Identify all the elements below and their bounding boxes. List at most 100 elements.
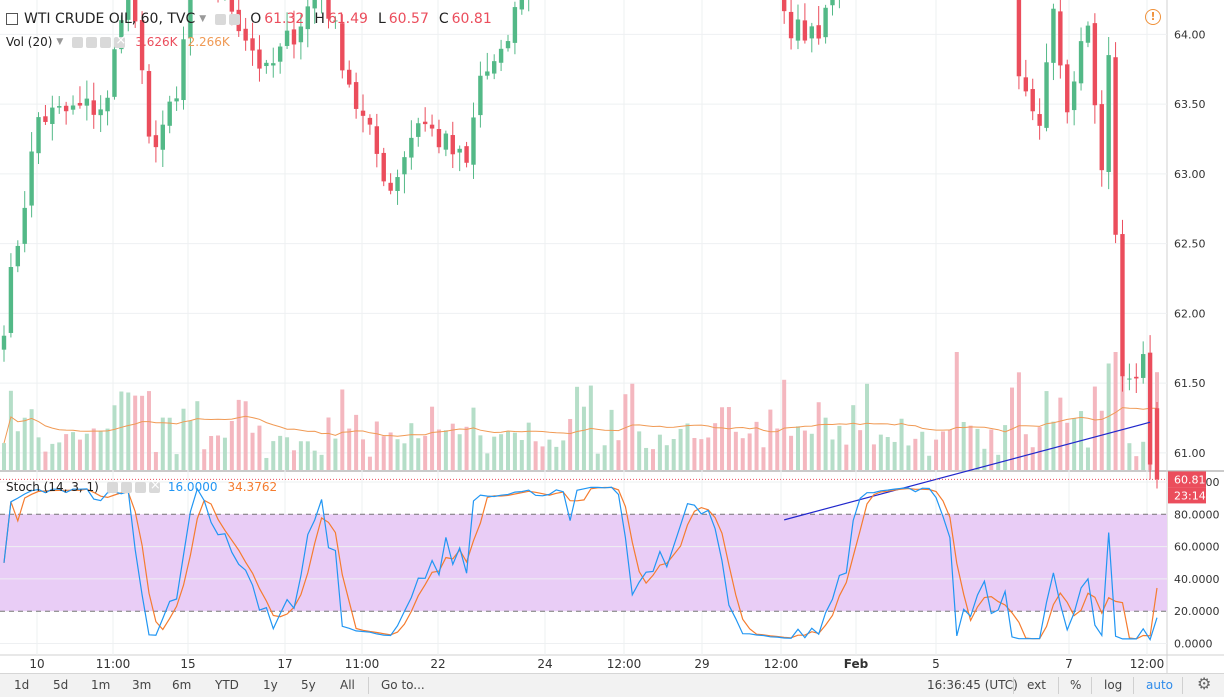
candle-body — [491, 61, 497, 74]
volume-bar — [1044, 391, 1049, 470]
range-1d[interactable]: 1d — [14, 678, 30, 692]
candle-body — [57, 106, 62, 108]
volume-bar — [844, 444, 849, 470]
chevron-down-icon[interactable]: ▼ — [199, 14, 207, 24]
candle-body — [498, 48, 504, 63]
goto-button[interactable]: Go to... — [381, 678, 425, 692]
candle — [429, 114, 435, 137]
gear-icon[interactable] — [229, 13, 241, 25]
candle — [98, 95, 103, 133]
ohlc-open-key: O — [250, 11, 262, 27]
range-5d[interactable]: 5d — [53, 678, 69, 692]
candle-body — [326, 0, 331, 19]
eye-icon[interactable] — [215, 13, 227, 25]
candle-body — [823, 7, 828, 38]
candle-body — [112, 49, 117, 97]
last-price-badge-bg — [1168, 471, 1206, 488]
candle — [823, 4, 828, 44]
volume-bar — [174, 454, 179, 470]
candle-body — [1, 335, 7, 350]
volume-bar — [602, 445, 607, 470]
candle-body — [174, 98, 179, 102]
volume-bar — [1016, 372, 1021, 470]
volume-bar — [754, 421, 759, 470]
eye-icon[interactable] — [106, 481, 118, 493]
candle — [340, 14, 345, 79]
volume-bar — [533, 441, 538, 470]
range-5y[interactable]: 5y — [301, 678, 316, 692]
candle — [485, 52, 490, 80]
gear-icon[interactable] — [120, 481, 132, 493]
range-1m[interactable]: 1m — [91, 678, 111, 692]
volume-bar — [340, 389, 345, 470]
close-icon[interactable] — [114, 33, 126, 48]
candle — [505, 34, 511, 52]
volume-bar — [243, 401, 248, 470]
settings-icon[interactable] — [134, 481, 146, 493]
range-ytd[interactable]: YTD — [215, 678, 239, 692]
percent-toggle[interactable]: % — [1070, 678, 1082, 692]
candle-body — [1065, 64, 1070, 113]
volume-bar — [57, 442, 62, 470]
volume-bar — [940, 431, 945, 470]
volume-bar — [740, 438, 745, 470]
volume-bar — [264, 457, 269, 470]
volume-bar — [236, 399, 241, 470]
candle — [1016, 0, 1022, 90]
candle-body — [1127, 378, 1132, 380]
candle — [63, 101, 69, 125]
candle — [491, 54, 497, 80]
candle-body — [277, 46, 283, 62]
x-tick-label: 10 — [29, 657, 44, 671]
candle — [126, 0, 131, 32]
ext-toggle[interactable]: ext — [1027, 678, 1046, 692]
volume-bar — [181, 408, 186, 470]
candle — [809, 22, 814, 53]
candle-body — [291, 29, 297, 45]
volume-bar — [443, 430, 448, 470]
eye-icon[interactable] — [72, 36, 84, 48]
candle-body — [1044, 62, 1049, 128]
settings-icon[interactable] — [100, 36, 112, 48]
volume-bar — [989, 429, 994, 470]
candle-body — [243, 28, 248, 41]
range-1y[interactable]: 1y — [263, 678, 278, 692]
candle — [291, 10, 297, 59]
volume-bar — [540, 446, 545, 470]
volume-bar — [140, 395, 145, 470]
candle-body — [1023, 77, 1029, 92]
candle-body — [802, 20, 808, 41]
volume-bar — [644, 447, 649, 470]
candle — [333, 16, 338, 29]
candle — [326, 0, 331, 29]
volume-bar — [699, 439, 704, 470]
candle — [181, 26, 186, 110]
gear-icon[interactable] — [86, 36, 98, 48]
range-6m[interactable]: 6m — [172, 678, 192, 692]
volume-bar — [98, 430, 103, 470]
range-3m[interactable]: 3m — [132, 678, 152, 692]
ohlc-close-key: C — [438, 11, 449, 27]
candle-body — [63, 105, 69, 112]
volume-bar — [84, 433, 89, 470]
volume-bar — [146, 391, 151, 470]
candle — [167, 95, 172, 134]
ohlc-close-value: 60.81 — [451, 11, 492, 27]
x-tick-label: 15 — [180, 657, 195, 671]
chevron-down-icon[interactable]: ▼ — [56, 37, 64, 47]
range-all[interactable]: All — [340, 678, 355, 692]
log-toggle[interactable]: log — [1104, 678, 1123, 692]
candle-body — [512, 7, 518, 43]
volume-bar — [623, 394, 628, 470]
volume-bar — [409, 423, 414, 470]
close-icon[interactable] — [148, 478, 161, 493]
volume-bar — [671, 438, 676, 470]
volume-bar — [333, 438, 338, 470]
divider — [368, 677, 369, 694]
chart-canvas[interactable]: 10 11:00 15 17 11:00 22 24 12:00 29 12:00 Feb 5 7 12:… — [0, 0, 1224, 673]
auto-toggle[interactable]: auto — [1146, 678, 1174, 692]
gear-icon[interactable]: ⚙ — [1197, 674, 1212, 693]
warning-icon[interactable]: ! — [1145, 9, 1161, 25]
volume-bar — [761, 447, 766, 470]
collapse-checkbox[interactable] — [6, 13, 18, 25]
